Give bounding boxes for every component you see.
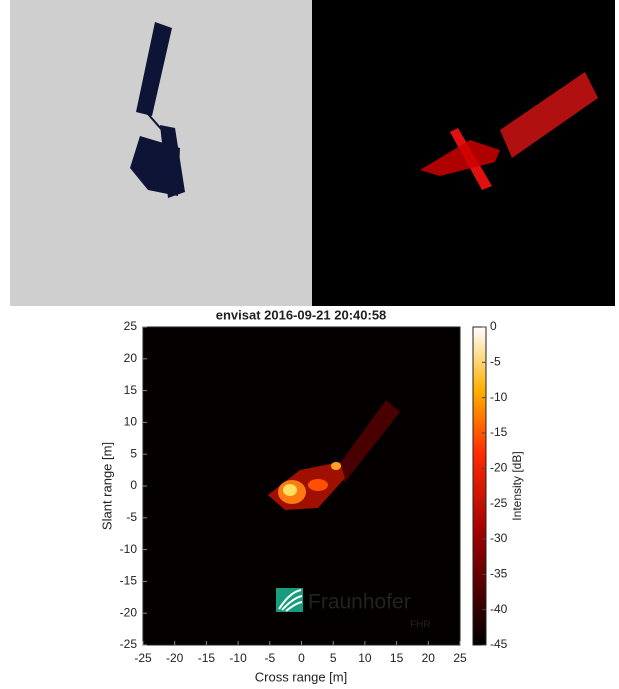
- colorbar-tick-label: -15: [490, 425, 508, 439]
- y-tick-label: -25: [120, 637, 138, 651]
- y-tick-label: 25: [124, 319, 138, 333]
- figure: Fraunhofer FHR envisat 2016-09-21 20:40:…: [0, 0, 619, 689]
- colorbar-tick-label: -40: [490, 602, 508, 616]
- x-tick-label: 0: [298, 651, 305, 665]
- x-tick-label: 10: [358, 651, 372, 665]
- colorbar-tick-label: -10: [490, 390, 508, 404]
- colorbar-tick-label: -5: [490, 355, 501, 369]
- y-tick-label: 10: [124, 415, 138, 429]
- logo-name: Fraunhofer: [308, 591, 411, 614]
- x-tick-label: 25: [453, 651, 467, 665]
- chart-title: envisat 2016-09-21 20:40:58: [216, 307, 387, 322]
- y-tick-label: -15: [120, 574, 138, 588]
- y-tick-label: 5: [130, 446, 137, 460]
- y-tick-label: 15: [124, 383, 138, 397]
- colorbar-tick-label: -20: [490, 461, 508, 475]
- colorbar-tick-label: 0: [490, 319, 497, 333]
- colorbar-label: Intensity [dB]: [510, 451, 524, 520]
- x-tick-label: -10: [229, 651, 247, 665]
- y-tick-label: -10: [120, 542, 138, 556]
- colorbar-tick-label: -35: [490, 567, 508, 581]
- colorbar-tick-label: -25: [490, 496, 508, 510]
- logo-unit: FHR: [410, 620, 431, 631]
- x-tick-label: -15: [198, 651, 216, 665]
- optical-view: [10, 0, 312, 306]
- x-tick-label: -25: [134, 651, 152, 665]
- y-axis-label: Slant range [m]: [99, 442, 114, 530]
- x-tick-label: 15: [390, 651, 404, 665]
- x-tick-label: -5: [264, 651, 275, 665]
- y-tick-label: -5: [126, 510, 137, 524]
- x-tick-label: 5: [330, 651, 337, 665]
- colorbar-tick-label: -30: [490, 531, 508, 545]
- x-axis-label: Cross range [m]: [255, 669, 347, 684]
- x-tick-label: 20: [422, 651, 436, 665]
- y-tick-label: 20: [124, 351, 138, 365]
- x-tick-label: -20: [166, 651, 184, 665]
- colorbar: [473, 327, 486, 645]
- y-tick-label: 0: [130, 478, 137, 492]
- y-tick-label: -20: [120, 605, 138, 619]
- colorbar-tick-label: -45: [490, 637, 508, 651]
- radar-render: [312, 0, 615, 306]
